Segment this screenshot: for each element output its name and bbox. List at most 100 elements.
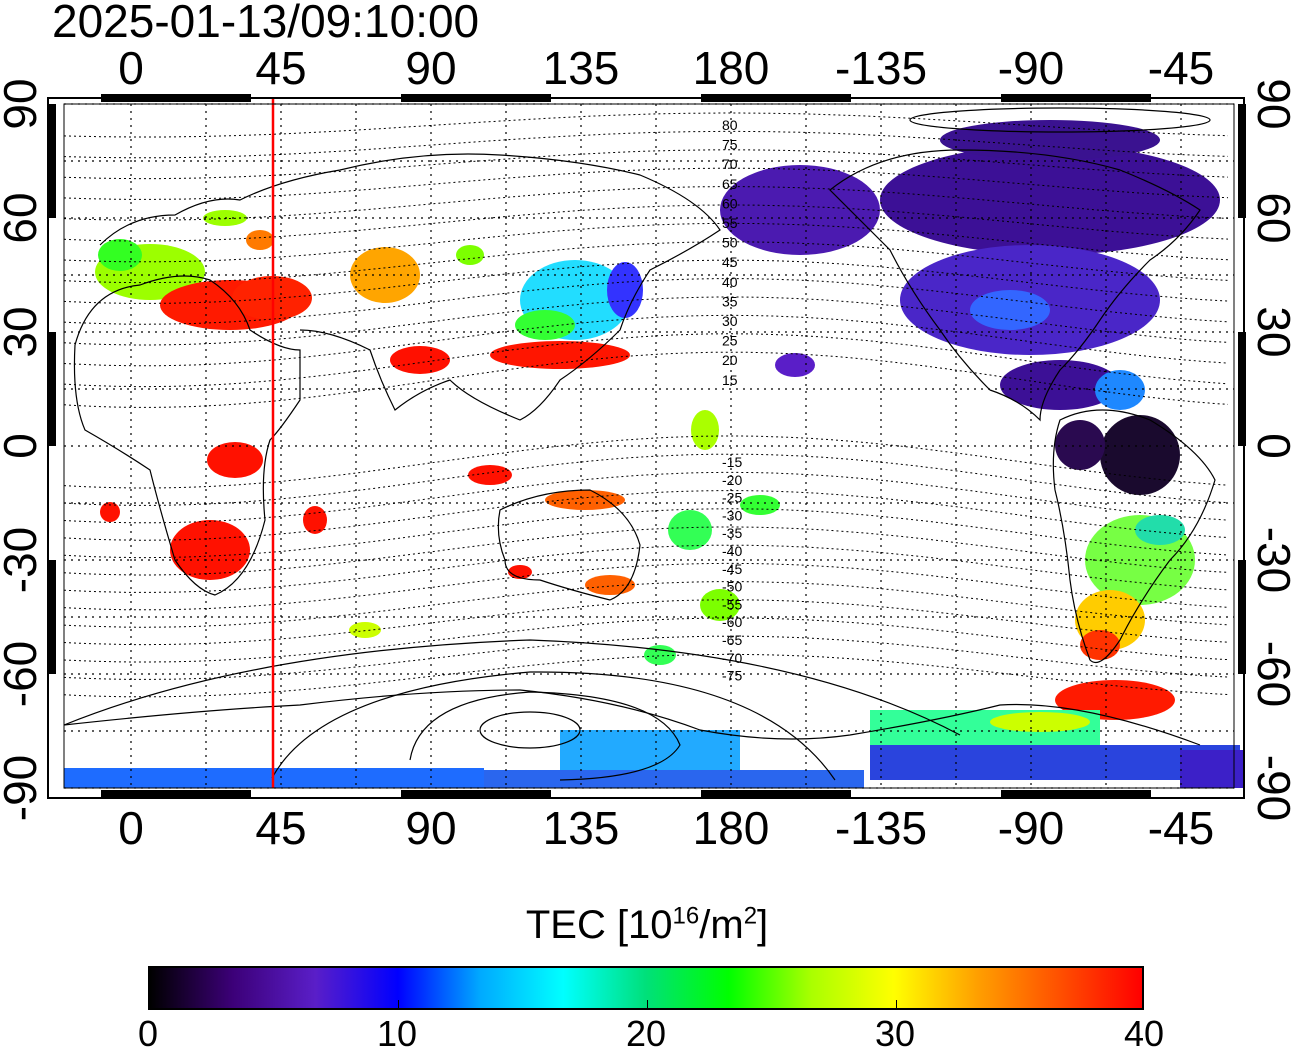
- axis-bar-left: [48, 332, 56, 446]
- map-inner-frame: [63, 103, 1235, 789]
- colorbar-title-exp1: 16: [672, 902, 700, 930]
- colorbar-title-exp2: 2: [743, 902, 758, 930]
- tec-region-indonesia: [468, 465, 512, 485]
- latitude-label-right: 30: [1248, 306, 1294, 357]
- tec-region-japan: [607, 262, 643, 318]
- contour-label: 70: [722, 156, 738, 172]
- longitude-label-bottom: -45: [1148, 802, 1214, 854]
- axis-bar-left: [48, 560, 56, 674]
- contour-label: -75: [722, 668, 742, 684]
- contour-label: 80: [722, 117, 738, 133]
- latitude-label-left: 30: [0, 306, 46, 357]
- contour-label: -25: [722, 490, 742, 506]
- tec-region-west-africa: [100, 502, 120, 522]
- latitude-label-right: 0: [1248, 433, 1294, 459]
- contour-label: 45: [722, 254, 738, 270]
- tec-region-east-africa: [207, 442, 263, 478]
- colorbar-tick-mark: [398, 1000, 399, 1008]
- tec-region-north-australia: [545, 490, 625, 510]
- longitude-label-bottom: -90: [998, 802, 1064, 854]
- tec-region-pacific-east: [740, 495, 780, 515]
- south-pole-contours: [63, 639, 961, 781]
- contour-label: -30: [722, 507, 742, 523]
- longitude-label-top: 45: [255, 42, 306, 94]
- tec-region-new-zealand: [700, 589, 740, 621]
- latitude-label-right: 60: [1248, 192, 1294, 243]
- contour-label: 30: [722, 313, 738, 329]
- latitude-label-right: -30: [1248, 527, 1294, 593]
- coast-south-america: [1052, 409, 1216, 664]
- tec-region-south-africa: [170, 520, 250, 580]
- magnetic-contour: [63, 653, 1229, 698]
- axis-bar-bottom: [701, 790, 851, 798]
- latitude-label-right: -60: [1248, 641, 1294, 707]
- axis-bar-bottom: [401, 790, 551, 798]
- colorbar-title-end: ]: [757, 903, 769, 947]
- tec-region-alaska: [720, 165, 880, 255]
- longitude-label-bottom: 135: [543, 802, 620, 854]
- latitude-label-left: 90: [0, 78, 46, 129]
- longitude-label-top: 90: [405, 42, 456, 94]
- colorbar-tick-mark: [647, 1000, 648, 1008]
- latitude-label-left: 60: [0, 192, 46, 243]
- pole-contour-outer: [271, 671, 836, 781]
- longitude-label-top: 180: [693, 42, 770, 94]
- pole-contour-inner: [479, 711, 581, 749]
- colorbar-tick-label: 10: [376, 1013, 418, 1054]
- tec-region-europe-nw: [98, 239, 142, 271]
- tec-region-antarctic-south: [484, 770, 864, 788]
- longitude-label-top: -90: [998, 42, 1064, 94]
- latitude-label-left: -60: [0, 641, 46, 707]
- tec-region-south-indian: [349, 622, 381, 638]
- contour-label: -40: [722, 543, 742, 559]
- tec-region-usa-central: [970, 290, 1050, 330]
- magnetic-contours: [63, 112, 1229, 698]
- axis-bar-right: [1238, 560, 1246, 674]
- tec-region-south-china: [490, 341, 630, 369]
- colorbar-tick-label: 20: [625, 1013, 667, 1054]
- tec-region-madagascar: [303, 506, 327, 534]
- contour-label: 65: [722, 176, 738, 192]
- contour-label: -50: [722, 579, 742, 595]
- longitude-labels-top: 0 45 90 135 180 -135 -90 -45: [118, 42, 1214, 94]
- magnetic-contour: [63, 149, 1229, 180]
- timestamp: 2025-01-13/09:10:00: [52, 0, 480, 47]
- latitude-labels-right: 90 60 30 0 -30 -60 -90: [1248, 78, 1294, 821]
- colorbar-tick-mark: [896, 1000, 897, 1008]
- map-frame: [47, 97, 1245, 799]
- contour-label: 25: [722, 333, 738, 349]
- tec-region-pacific-north: [691, 410, 719, 450]
- longitude-labels-bottom: 0 45 90 135 180 -135 -90 -45: [118, 802, 1214, 854]
- pole-contour-far: [63, 639, 961, 736]
- axis-bar-right: [1238, 104, 1246, 218]
- colorbar-title: TEC [1016/m2]: [0, 900, 1294, 950]
- colorbar-title-main: TEC [10: [525, 903, 673, 947]
- colorbar-tick-label: 0: [137, 1013, 159, 1054]
- tec-region-south-pacific: [644, 645, 676, 665]
- latitude-label-right: 90: [1248, 78, 1294, 129]
- latitude-label-left: 0: [0, 433, 46, 459]
- axis-bar-top: [401, 94, 551, 102]
- axis-bar-bottom: [101, 790, 251, 798]
- tec-region-antarctic-east: [1180, 750, 1244, 788]
- magnetic-contour: [63, 130, 1229, 159]
- colorbar-title-mid: /m: [699, 903, 744, 947]
- magnetic-contour: [63, 599, 1229, 646]
- longitude-label-top: 135: [543, 42, 620, 94]
- colorbar-tick-label: 40: [1123, 1013, 1165, 1054]
- tec-region-caspian: [246, 230, 274, 250]
- longitude-label-bottom: 90: [405, 802, 456, 854]
- contour-label: -15: [722, 454, 742, 470]
- tec-region-andes-north: [1055, 420, 1105, 470]
- pole-contour-mid: [409, 691, 681, 781]
- axis-bar-bottom: [1001, 790, 1151, 798]
- tec-region-caribbean: [1095, 370, 1145, 410]
- colorbar: [148, 966, 1144, 1010]
- longitude-label-bottom: 45: [255, 802, 306, 854]
- latitude-labels-left: 90 60 30 0 -30 -60 -90: [0, 78, 46, 821]
- tec-region-patagonia: [1080, 630, 1120, 660]
- contour-label: -35: [722, 525, 742, 541]
- tec-region-antarctic-atlantic: [870, 745, 1240, 780]
- coast-africa: [73, 275, 301, 596]
- magnetic-contour: [63, 581, 1229, 628]
